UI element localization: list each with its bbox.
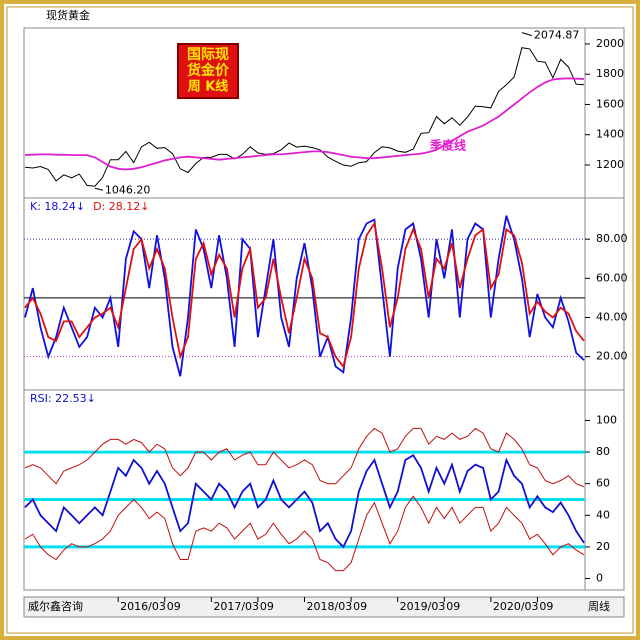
y-tick-label: 1200 (596, 158, 624, 171)
y-tick-label: 60 (596, 477, 610, 490)
legend-entry: K: 18.24↓ (30, 200, 85, 213)
x-tick-label: 2017/03 (213, 600, 259, 613)
badge-line: 国际现 (187, 47, 229, 63)
x-tick-label: 2019/03 (400, 600, 446, 613)
y-tick-label: 2000 (596, 37, 624, 50)
y-tick-label: 100 (596, 413, 617, 426)
x-tick-label: 09 (446, 600, 460, 613)
y-tick-label: 20.00 (596, 350, 628, 363)
frame-inner (6, 6, 634, 634)
footer-right: 周线 (588, 599, 610, 613)
title: 现货黄金 (46, 8, 90, 22)
series-line (24, 495, 585, 572)
badge (177, 43, 239, 99)
series-label: 季度线 (429, 138, 466, 153)
x-tick-label: 2016/03 (120, 600, 166, 613)
high-marker (521, 32, 533, 37)
legend-entry: D: 28.12↓ (93, 200, 149, 213)
badge-line: 货金价 (186, 62, 230, 79)
y-tick-label: 80.00 (596, 232, 628, 245)
y-tick-label: 80 (596, 445, 610, 458)
y-tick-label: 0 (596, 572, 603, 585)
series-line (24, 453, 585, 549)
y-tick-label: 1800 (596, 67, 624, 80)
x-axis-bar (23, 596, 625, 618)
y-tick-label: 40.00 (596, 311, 628, 324)
series-line (24, 215, 585, 377)
y-tick-label: 1400 (596, 128, 624, 141)
x-tick-label: 09 (260, 600, 274, 613)
plot-area (23, 27, 625, 591)
y-tick-label: 60.00 (596, 271, 628, 284)
series-line (24, 221, 585, 369)
series-line (24, 77, 585, 171)
badge-line: 周 K线 (188, 79, 229, 95)
series-line (24, 47, 585, 187)
x-tick-label: 2018/03 (307, 600, 353, 613)
footer-left: 威尔鑫咨询 (28, 599, 83, 613)
x-tick-label: 09 (539, 600, 553, 613)
y-tick-label: 20 (596, 540, 610, 553)
y-tick-label: 40 (596, 508, 610, 521)
high-label: 2074.87 (534, 29, 580, 42)
x-tick-label: 09 (167, 600, 181, 613)
x-tick-label: 2020/03 (493, 600, 539, 613)
y-tick-label: 1600 (596, 97, 624, 110)
low-marker (94, 187, 103, 191)
legend-entry: RSI: 22.53↓ (30, 392, 96, 405)
x-tick-label: 09 (353, 600, 367, 613)
series-line (24, 427, 585, 488)
low-label: 1046.20 (105, 183, 151, 196)
